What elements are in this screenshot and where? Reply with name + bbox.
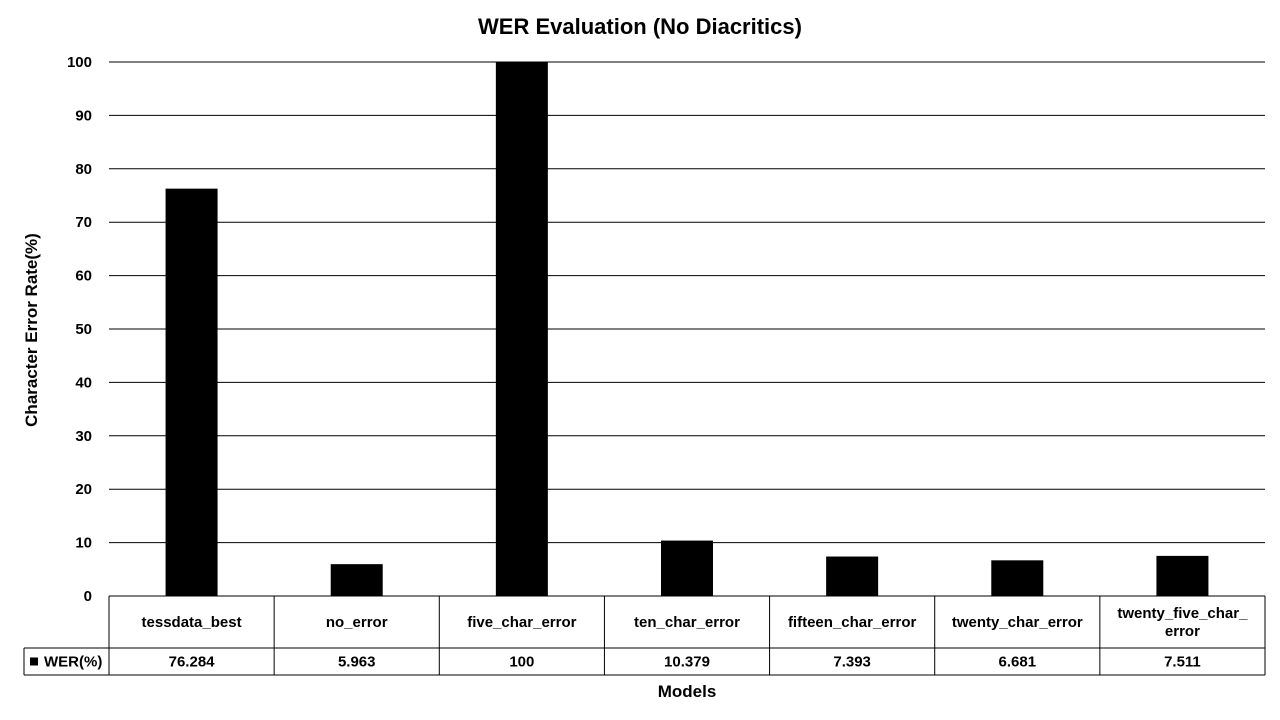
- bar: [330, 564, 383, 596]
- data-label: 100: [509, 654, 534, 671]
- y-tick-label: 40: [75, 374, 92, 391]
- x-category-label: no_error: [326, 614, 388, 631]
- bars: [165, 62, 1209, 596]
- y-tick-label: 60: [75, 268, 92, 285]
- data-label: 7.393: [833, 654, 871, 671]
- x-category-label: ten_char_error: [634, 614, 740, 631]
- x-category-label: twenty_five_char_: [1117, 605, 1248, 622]
- x-category-label: five_char_error: [467, 614, 576, 631]
- legend-label: WER(%): [44, 654, 102, 671]
- data-label: 76.284: [169, 654, 216, 671]
- y-tick-label: 30: [75, 428, 92, 445]
- y-axis-label: Character Error Rate(%): [22, 233, 41, 427]
- x-category-label: tessdata_best: [142, 614, 242, 631]
- bar: [165, 188, 218, 596]
- bar: [1156, 555, 1209, 596]
- y-tick-label: 0: [84, 588, 92, 605]
- y-tick-label: 70: [75, 214, 92, 231]
- bar: [495, 62, 548, 596]
- y-tick-label: 90: [75, 107, 92, 124]
- bar: [661, 540, 713, 596]
- y-tick-label: 50: [75, 321, 92, 338]
- x-axis-label: Models: [658, 682, 717, 701]
- gridlines: [109, 61, 1265, 544]
- data-label: 7.511: [1164, 654, 1201, 671]
- data-label: 10.379: [664, 654, 710, 671]
- bar: [991, 560, 1044, 596]
- y-axis-ticks: 0 10 20 30 40 50 60 70 80 90 100: [67, 54, 92, 605]
- legend-swatch: [30, 657, 38, 666]
- x-category-label: twenty_char_error: [952, 614, 1083, 631]
- x-category-label: fifteen_char_error: [788, 614, 917, 631]
- data-table: tessdata_best 76.284 no_error 5.963 five_cha…: [23, 595, 1266, 676]
- data-label: 5.963: [338, 654, 376, 671]
- bar: [826, 556, 879, 596]
- data-label: 6.681: [999, 654, 1037, 671]
- chart-title: WER Evaluation (No Diacritics): [478, 14, 802, 39]
- y-tick-label: 20: [75, 481, 92, 498]
- y-tick-label: 100: [67, 54, 92, 71]
- y-tick-label: 10: [75, 535, 92, 552]
- y-tick-label: 80: [75, 161, 92, 178]
- x-category-label: error: [1165, 623, 1200, 640]
